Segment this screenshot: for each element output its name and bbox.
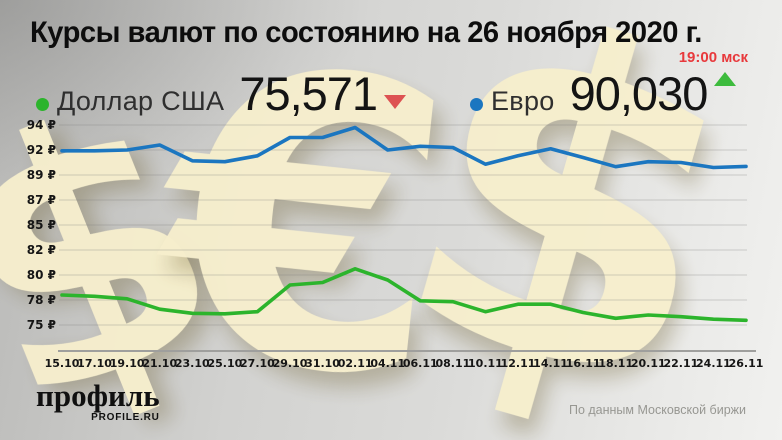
y-tick-label: 80 ₽ (27, 268, 56, 282)
y-tick-label: 82 ₽ (27, 243, 56, 257)
x-tick-label: 24.11 (696, 357, 731, 370)
x-tick-label: 31.10 (305, 357, 340, 370)
y-tick-label: 75 ₽ (27, 318, 56, 332)
x-tick-label: 15.10 (45, 357, 80, 370)
x-tick-label: 26.11 (729, 357, 764, 370)
x-tick-label: 20.11 (631, 357, 666, 370)
x-tick-label: 06.11 (403, 357, 438, 370)
eur-dot-icon (470, 98, 483, 111)
x-tick-label: 21.10 (142, 357, 177, 370)
timestamp-label: 19:00 мск (678, 49, 748, 66)
logo-domain: PROFILE.RU (91, 412, 160, 423)
eur-value: 90,030 (569, 67, 709, 120)
usd-value: 75,571 (239, 67, 378, 120)
x-tick-label: 17.10 (77, 357, 112, 370)
usd-label: Доллар США (57, 86, 225, 116)
eur-label: Евро (491, 86, 555, 116)
x-tick-label: 02.11 (338, 357, 373, 370)
y-tick-label: 87 ₽ (27, 193, 56, 207)
legend-usd: Доллар США 75,571 (36, 66, 407, 121)
legend-eur: Евро 90,030 (470, 66, 737, 121)
x-tick-label: 08.11 (435, 357, 470, 370)
x-tick-label: 27.10 (240, 357, 275, 370)
trend-down-icon (384, 95, 407, 109)
x-tick-label: 25.10 (207, 357, 242, 370)
y-tick-label: 92 ₽ (27, 143, 56, 157)
y-tick-label: 94 ₽ (27, 118, 56, 132)
logo-wordmark: профиль (36, 378, 160, 413)
page-title: Курсы валют по состоянию на 26 ноября 20… (30, 16, 702, 49)
x-tick-label: 29.10 (273, 357, 308, 370)
x-tick-label: 14.11 (533, 357, 568, 370)
x-tick-label: 22.11 (663, 357, 698, 370)
y-tick-label: 85 ₽ (27, 218, 56, 232)
usd-dot-icon (36, 98, 49, 111)
data-source-note: По данным Московской биржи (568, 403, 746, 417)
eur-rate-line (60, 125, 748, 170)
x-tick-label: 04.11 (370, 357, 405, 370)
x-tick-label: 16.11 (566, 357, 601, 370)
y-tick-label: 89 ₽ (27, 168, 56, 182)
y-tick-label: 78 ₽ (27, 293, 56, 307)
x-tick-label: 10.11 (468, 357, 503, 370)
trend-up-icon (714, 72, 737, 86)
x-tick-label: 18.11 (598, 357, 633, 370)
profile-logo: профиль PROFILE.RU (36, 380, 160, 423)
x-tick-label: 19.10 (110, 357, 145, 370)
x-tick-label: 12.11 (501, 357, 536, 370)
usd-rate-line (60, 266, 748, 323)
x-tick-label: 23.10 (175, 357, 210, 370)
